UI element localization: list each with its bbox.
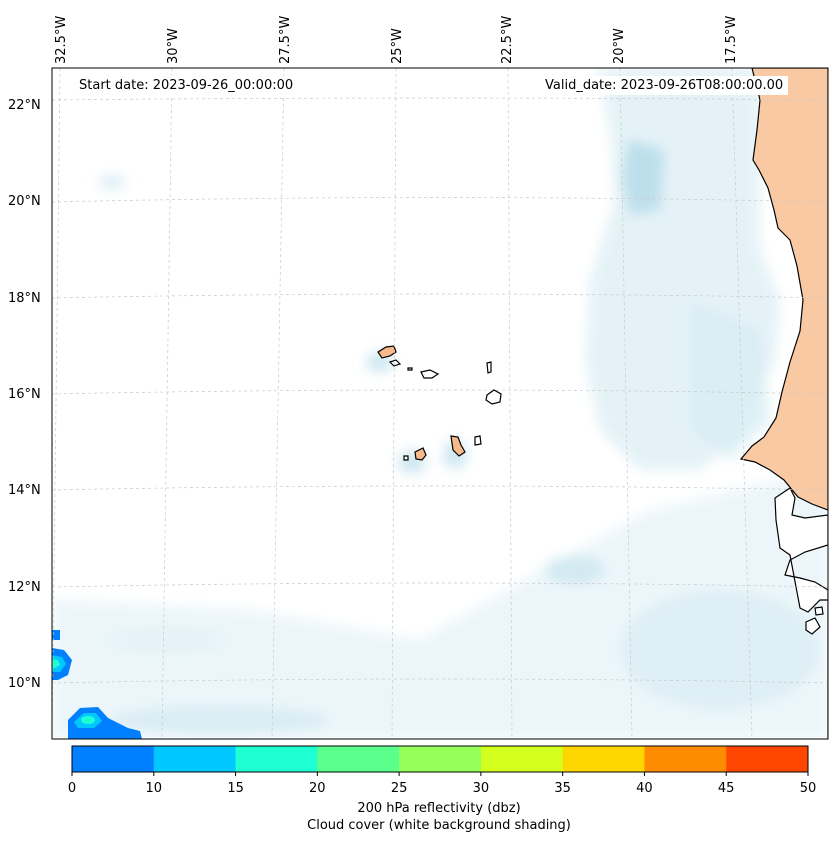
gridline-lat <box>52 389 828 395</box>
lat-label: 12°N <box>8 580 41 595</box>
colorbar-segment <box>726 746 809 772</box>
colorbar-tick-label: 40 <box>636 781 653 796</box>
santo-antao-island <box>377 345 397 359</box>
lat-label: 22°N <box>8 98 41 113</box>
colorbar-sublabel: Cloud cover (white background shading) <box>307 818 571 833</box>
lon-label: 30°W <box>166 28 181 64</box>
boa-vista-island <box>485 389 502 405</box>
colorbar-segment <box>562 746 645 772</box>
colorbar-tick-label: 45 <box>717 781 735 796</box>
gridline-lat <box>52 293 828 299</box>
gridline-lat <box>52 97 828 101</box>
colorbar-frame <box>71 745 809 773</box>
reflectivity-cell-west-peak <box>52 659 60 668</box>
cloud-patch-north <box>98 174 126 190</box>
lon-label: 27.5°W <box>278 15 293 64</box>
maio-island <box>474 435 482 446</box>
gambia-senegal-coast <box>774 487 828 739</box>
colorbar-tick-label: 30 <box>472 781 490 796</box>
reflectivity-cell-tiny <box>52 630 60 640</box>
guinea-bissau-islands <box>805 617 821 635</box>
lon-label: 32.5°W <box>54 15 69 64</box>
reflectivity-cell-southwest-peak <box>81 716 95 724</box>
reflectivity-layer <box>52 630 142 739</box>
colorbar-segment <box>317 746 400 772</box>
lat-label: 10°N <box>8 676 41 691</box>
gridline-lat <box>52 485 828 491</box>
land-layer <box>377 68 828 739</box>
colorbar-label: 200 hPa reflectivity (dbz) <box>357 801 521 816</box>
start-date-label: Start date: 2023-09-26_00:00:00 <box>74 76 299 95</box>
brava-island <box>403 455 409 461</box>
colorbar-tick-label: 35 <box>554 781 571 796</box>
gridline-lon <box>161 68 173 739</box>
colorbar-segment <box>72 746 155 772</box>
lat-label: 18°N <box>8 291 41 306</box>
gridline-lon <box>391 68 397 739</box>
africa-coastline <box>739 68 828 511</box>
sal-island <box>486 361 492 374</box>
gridline-lon <box>52 68 61 739</box>
sao-nicolau-island <box>420 369 440 379</box>
colorbar-tick-label: 10 <box>145 781 163 796</box>
lat-label: 16°N <box>8 387 41 402</box>
gridline-lat <box>52 582 828 588</box>
colorbar-segment <box>235 746 318 772</box>
colorbar-segment <box>644 746 727 772</box>
santa-luzia-island <box>407 367 413 371</box>
cloud-patch-sw <box>110 706 330 734</box>
cloud-patch-se <box>620 590 820 710</box>
cloud-region-core <box>622 140 665 215</box>
lon-label: 22.5°W <box>500 15 515 64</box>
colorbar <box>71 746 809 776</box>
lon-label: 25°W <box>390 28 405 64</box>
gridline-lon <box>271 68 285 739</box>
valid-date-label: Valid_date: 2023-09-26T08:00:00.00 <box>540 76 789 95</box>
cloud-cover-layer <box>52 68 828 739</box>
cloud-patch-mid <box>545 556 605 584</box>
santiago-island <box>450 435 466 457</box>
map-frame <box>51 67 829 740</box>
gridline-lon <box>507 68 513 739</box>
bijagos-islands <box>814 606 824 616</box>
colorbar-tick-label: 25 <box>390 781 408 796</box>
lat-label: 14°N <box>8 483 41 498</box>
fogo-island <box>414 447 427 461</box>
colorbar-tick-label: 20 <box>309 781 326 796</box>
gridline-lat <box>52 678 828 684</box>
gridline-lon <box>619 68 633 739</box>
gridline-lat <box>52 197 828 203</box>
lon-label: 17.5°W <box>724 15 739 64</box>
colorbar-segment <box>480 746 564 772</box>
cloud-region-east <box>690 300 770 460</box>
sao-vicente-island <box>388 359 402 367</box>
colorbar-tick-label: 0 <box>67 781 77 796</box>
graticule <box>52 68 828 739</box>
lat-label: 20°N <box>8 194 41 209</box>
cloud-patch-west <box>105 628 225 652</box>
colorbar-tick-label: 15 <box>227 781 244 796</box>
colorbar-segment <box>399 746 482 772</box>
colorbar-tick-label: 50 <box>799 781 817 796</box>
gridline-lon <box>731 68 753 739</box>
lon-label: 20°W <box>612 28 627 64</box>
colorbar-segment <box>153 746 237 772</box>
